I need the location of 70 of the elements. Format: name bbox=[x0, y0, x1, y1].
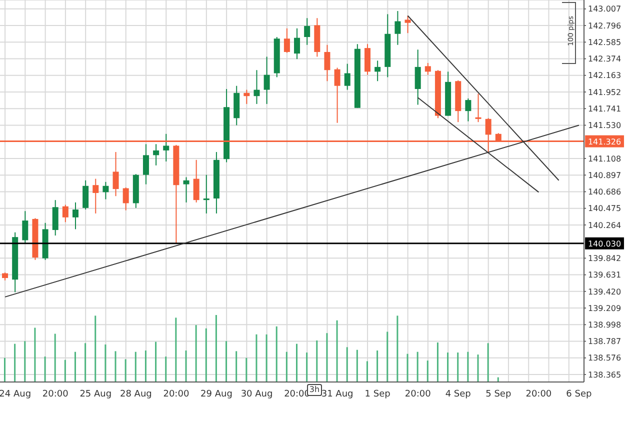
x-tick-label: 20:00 bbox=[42, 389, 69, 400]
y-tick-label: 139.420 bbox=[588, 287, 622, 296]
candlestick bbox=[203, 174, 210, 214]
x-tick-label: 30 Aug bbox=[240, 389, 273, 400]
candlestick bbox=[72, 202, 78, 230]
x-tick-label: 24 Aug bbox=[0, 389, 32, 400]
candlestick bbox=[52, 200, 58, 236]
candlestick bbox=[122, 186, 129, 211]
candlestick bbox=[153, 144, 160, 166]
y-tick-label: 142.796 bbox=[588, 21, 622, 30]
candlestick bbox=[414, 49, 421, 106]
y-tick-label: 139.209 bbox=[588, 304, 622, 313]
x-tick-label: 20:00 bbox=[163, 389, 190, 400]
candlestick bbox=[334, 67, 340, 124]
y-tick-label: 141.741 bbox=[588, 104, 622, 114]
y-tick-label: 141.108 bbox=[588, 154, 622, 164]
y-tick-label: 141.530 bbox=[588, 121, 622, 130]
ref-line-label: 141.326 bbox=[588, 137, 622, 146]
candlestick bbox=[324, 44, 330, 82]
y-tick-label: 140.475 bbox=[588, 204, 622, 214]
candlestick bbox=[183, 176, 190, 203]
candlestick bbox=[254, 70, 260, 104]
candlestick bbox=[102, 181, 109, 200]
y-tick-label: 141.952 bbox=[588, 88, 622, 97]
y-tick-label: 139.842 bbox=[588, 254, 622, 264]
candlestick bbox=[394, 10, 401, 46]
x-tick-label: 20:00 bbox=[526, 389, 552, 400]
x-tick-label: 1 Sep bbox=[364, 389, 391, 400]
candlestick bbox=[374, 60, 381, 82]
candlestick bbox=[344, 63, 350, 90]
y-tick-label: 138.365 bbox=[588, 370, 622, 380]
y-tick-label: 138.576 bbox=[588, 354, 622, 363]
x-tick-label: 25 Aug bbox=[80, 389, 112, 400]
x-tick-label: 20:00 bbox=[404, 389, 432, 400]
x-tick-label: 5 Sep bbox=[486, 389, 512, 400]
candlestick bbox=[193, 159, 200, 203]
y-tick-label: 142.374 bbox=[588, 54, 622, 64]
y-tick-label: 140.897 bbox=[588, 170, 622, 180]
x-tick-label: 31 Aug bbox=[321, 389, 354, 400]
candlestick bbox=[294, 28, 300, 60]
candlestick bbox=[142, 144, 149, 185]
candlestick bbox=[22, 210, 28, 244]
x-tick-label: 28 Aug bbox=[120, 389, 152, 400]
y-tick-label: 142.163 bbox=[588, 71, 622, 80]
x-tick-label: 29 Aug bbox=[200, 389, 232, 400]
candlestick bbox=[163, 133, 170, 162]
ref-line-label: 140.030 bbox=[588, 239, 622, 248]
candlestick bbox=[82, 180, 89, 210]
candlestick bbox=[92, 178, 99, 214]
candlestick bbox=[404, 15, 411, 34]
candlestick bbox=[424, 62, 431, 76]
candlestick bbox=[304, 18, 310, 46]
interval-box: 3h bbox=[307, 384, 322, 396]
y-tick-label: 142.585 bbox=[588, 38, 622, 47]
candlestick bbox=[112, 152, 119, 197]
y-tick-label: 139.631 bbox=[588, 270, 622, 280]
x-tick-label: 4 Sep bbox=[445, 389, 472, 400]
candlestick bbox=[475, 93, 482, 123]
y-tick-label: 143.007 bbox=[588, 4, 622, 14]
candlestick bbox=[244, 89, 250, 104]
y-tick-label: 140.264 bbox=[588, 220, 622, 230]
candlestick bbox=[364, 44, 370, 76]
candlestick bbox=[284, 28, 290, 54]
candlestick bbox=[264, 56, 270, 104]
y-tick-label: 138.998 bbox=[588, 320, 622, 330]
y-tick-label: 138.787 bbox=[588, 337, 622, 346]
y-tick-label: 140.686 bbox=[588, 188, 622, 197]
candlestick bbox=[465, 98, 472, 122]
candlestick bbox=[62, 204, 68, 223]
x-tick-label: 6 Sep bbox=[566, 389, 592, 400]
